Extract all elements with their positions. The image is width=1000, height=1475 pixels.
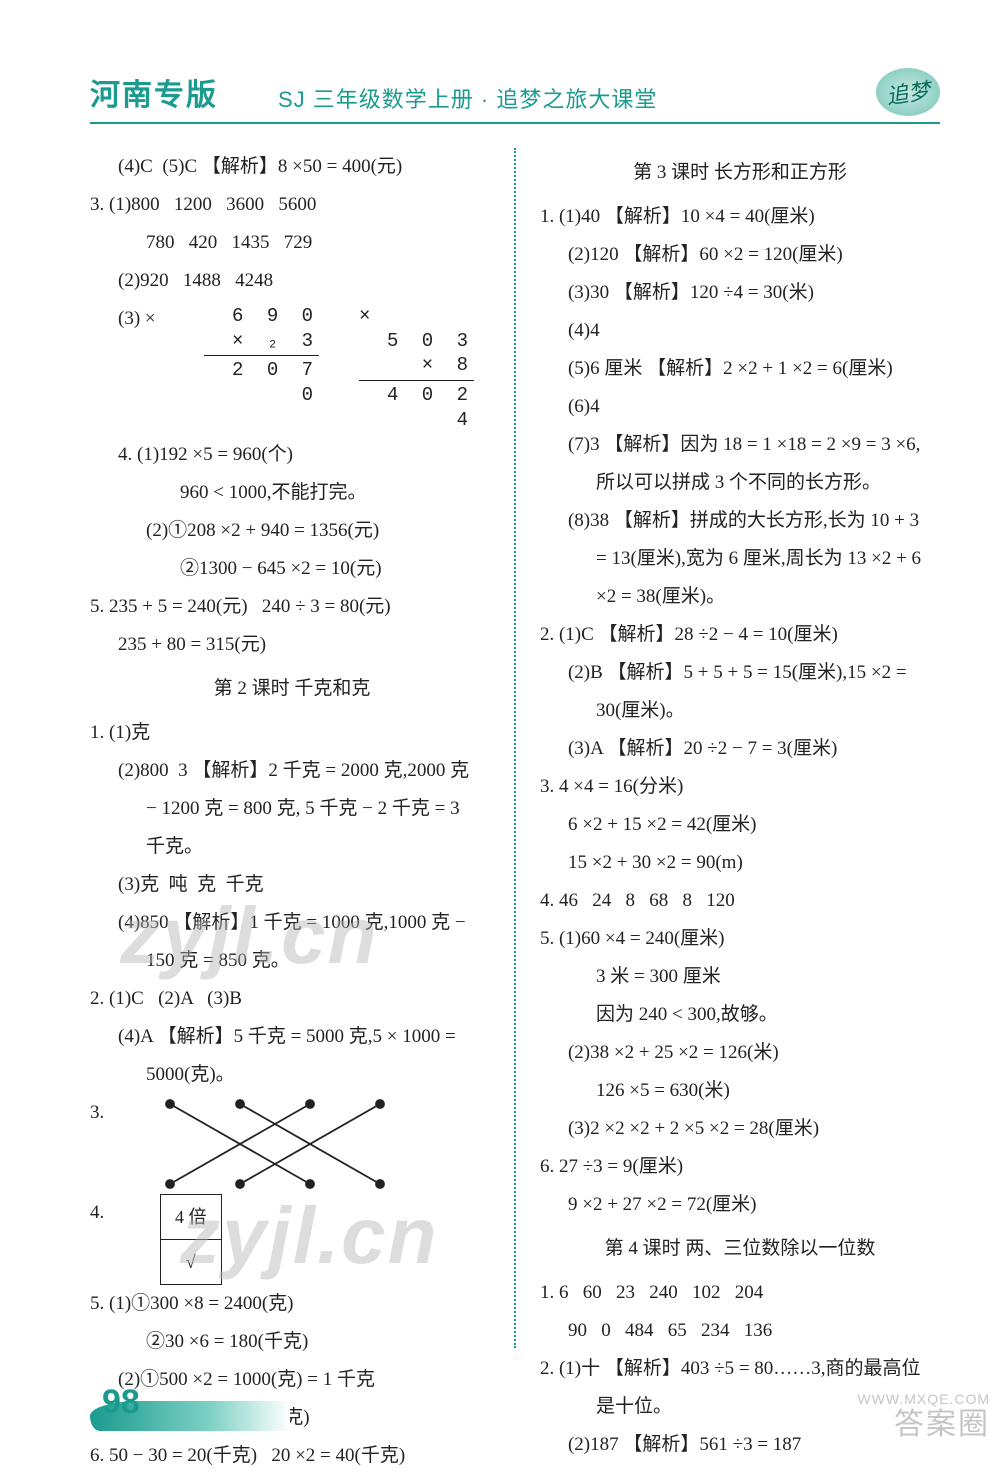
text-line: 960 < 1000,不能打完。 xyxy=(90,474,494,512)
text-line: 千克。 xyxy=(90,828,494,866)
text-line: 150 克 = 850 克。 xyxy=(90,942,494,980)
text-line: 126 ×5 = 630(米) xyxy=(540,1072,940,1110)
text-line: (3)30 【解析】120 ÷4 = 30(米) xyxy=(540,274,940,312)
header-title: 河南专版 xyxy=(90,70,218,114)
mul-block: 6 9 0× ₂ 32 0 7 0 xyxy=(204,304,319,408)
text-line: 9 ×2 + 27 ×2 = 72(厘米) xyxy=(540,1186,940,1224)
page-number: 98 xyxy=(102,1383,140,1422)
text-line: 3. 4 ×4 = 16(分米) xyxy=(540,768,940,806)
box-cell: 4 倍 xyxy=(161,1195,222,1240)
text-line: (8)38 【解析】拼成的大长方形,长为 10 + 3 xyxy=(540,502,940,540)
answer-box-table: 4 倍√ xyxy=(160,1194,222,1285)
text-line: 235 + 80 = 315(元) xyxy=(90,626,494,664)
page: 河南专版 SJ 三年级数学上册 · 追梦之旅大课堂 追梦 (4)C (5)C 【… xyxy=(0,0,1000,1451)
mul-label: (3) × xyxy=(118,300,184,338)
page-header: 河南专版 SJ 三年级数学上册 · 追梦之旅大课堂 xyxy=(90,70,940,124)
text-line: (4)C (5)C 【解析】8 ×50 = 400(元) xyxy=(90,148,494,186)
text-line: (2)B 【解析】5 + 5 + 5 = 15(厘米),15 ×2 = xyxy=(540,654,940,692)
text-line: (2)38 ×2 + 25 ×2 = 126(米) xyxy=(540,1034,940,1072)
text-line: 1. 6 60 23 240 102 204 xyxy=(540,1274,940,1312)
text-line: (7)3 【解析】因为 18 = 1 ×18 = 2 ×9 = 3 ×6, xyxy=(540,426,940,464)
text-line: (4)4 xyxy=(540,312,940,350)
text-line: (6)4 xyxy=(540,388,940,426)
text-line: (2)187 【解析】561 ÷3 = 187 xyxy=(540,1426,940,1464)
logo-text: 追梦 xyxy=(884,73,932,111)
page-number-badge: 98 xyxy=(90,1383,200,1431)
text-line: (2)①208 ×2 + 940 = 1356(元) xyxy=(90,512,494,550)
matching-row: 3. xyxy=(90,1094,494,1194)
text-line: (2)920 1488 4248 xyxy=(90,262,494,300)
text-line: 2. (1)C (2)A (3)B xyxy=(90,980,494,1018)
left-column: (4)C (5)C 【解析】8 ×50 = 400(元)3. (1)800 12… xyxy=(90,148,512,1348)
content-columns: (4)C (5)C 【解析】8 ×50 = 400(元)3. (1)800 12… xyxy=(90,148,940,1348)
match-label: 3. xyxy=(90,1094,120,1194)
text-line: 6 ×2 + 15 ×2 = 42(厘米) xyxy=(540,806,940,844)
logo-badge: 追梦 xyxy=(876,68,940,116)
text-line: − 1200 克 = 800 克, 5 千克 − 2 千克 = 3 xyxy=(90,790,494,828)
right-column: 第 3 课时 长方形和正方形 1. (1)40 【解析】10 ×4 = 40(厘米… xyxy=(518,148,940,1348)
text-line: 5. (1)60 ×4 = 240(厘米) xyxy=(540,920,940,958)
box-label: 4. xyxy=(90,1194,120,1232)
column-divider xyxy=(514,148,516,1348)
text-line: 30(厘米)。 xyxy=(540,692,940,730)
mul-block: ×5 0 3× 84 0 2 4 xyxy=(359,304,474,432)
text-line: 因为 240 < 300,故够。 xyxy=(540,996,940,1034)
text-line: 15 ×2 + 30 ×2 = 90(m) xyxy=(540,844,940,882)
section-title: 第 2 课时 千克和克 xyxy=(90,670,494,708)
text-line: (5)6 厘米 【解析】2 ×2 + 1 ×2 = 6(厘米) xyxy=(540,350,940,388)
text-line: 3. (1)800 1200 3600 5600 xyxy=(90,186,494,224)
text-line: (2)120 【解析】60 ×2 = 120(厘米) xyxy=(540,236,940,274)
text-line: 5000(克)。 xyxy=(90,1056,494,1094)
section-title: 第 4 课时 两、三位数除以一位数 xyxy=(540,1230,940,1268)
text-line: (4)850 【解析】1 千克 = 1000 克,1000 克 − xyxy=(90,904,494,942)
text-line: ×2 = 38(厘米)。 xyxy=(540,578,940,616)
text-line: 2. (1)C 【解析】28 ÷2 − 4 = 10(厘米) xyxy=(540,616,940,654)
text-line: 1. (1)40 【解析】10 ×4 = 40(厘米) xyxy=(540,198,940,236)
text-line: (3)2 ×2 ×2 + 2 ×5 ×2 = 28(厘米) xyxy=(540,1110,940,1148)
text-line: 4. (1)192 ×5 = 960(个) xyxy=(90,436,494,474)
section-title: 第 3 课时 长方形和正方形 xyxy=(540,154,940,192)
header-subtitle: SJ 三年级数学上册 · 追梦之旅大课堂 xyxy=(278,82,657,114)
text-line: 6. 50 − 30 = 20(千克) 20 ×2 = 40(千克) xyxy=(90,1437,494,1475)
box-cell: √ xyxy=(161,1240,222,1285)
match-diagram xyxy=(160,1094,400,1194)
text-line: (4)A 【解析】5 千克 = 5000 克,5 × 1000 = xyxy=(90,1018,494,1056)
text-line: = 13(厘米),宽为 6 厘米,周长为 13 ×2 + 6 xyxy=(540,540,940,578)
text-line: ②30 ×6 = 180(千克) xyxy=(90,1323,494,1361)
text-line: (3)克 吨 克 千克 xyxy=(90,866,494,904)
text-line: 5. (1)①300 ×8 = 2400(克) xyxy=(90,1285,494,1323)
vertical-multiplication: (3) × 6 9 0× ₂ 32 0 7 0 ×5 0 3× 84 0 2 4 xyxy=(90,300,494,436)
text-line: 780 420 1435 729 xyxy=(90,224,494,262)
text-line: 6. 27 ÷3 = 9(厘米) xyxy=(540,1148,940,1186)
text-line: ②1300 − 645 ×2 = 10(元) xyxy=(90,550,494,588)
text-line: 所以可以拼成 3 个不同的长方形。 xyxy=(540,464,940,502)
text-line: (2)800 3 【解析】2 千克 = 2000 克,2000 克 xyxy=(90,752,494,790)
corner-brand: 答案圈 xyxy=(894,1399,990,1443)
text-line: 3 米 = 300 厘米 xyxy=(540,958,940,996)
text-line: 1. (1)克 xyxy=(90,714,494,752)
box-row: 4. 4 倍√ xyxy=(90,1194,494,1285)
text-line: (3)A 【解析】20 ÷2 − 7 = 3(厘米) xyxy=(540,730,940,768)
text-line: 5. 235 + 5 = 240(元) 240 ÷ 3 = 80(元) xyxy=(90,588,494,626)
text-line: 2. (1)十 【解析】403 ÷5 = 80……3,商的最高位 xyxy=(540,1350,940,1388)
text-line: 90 0 484 65 234 136 xyxy=(540,1312,940,1350)
text-line: 4. 46 24 8 68 8 120 xyxy=(540,882,940,920)
